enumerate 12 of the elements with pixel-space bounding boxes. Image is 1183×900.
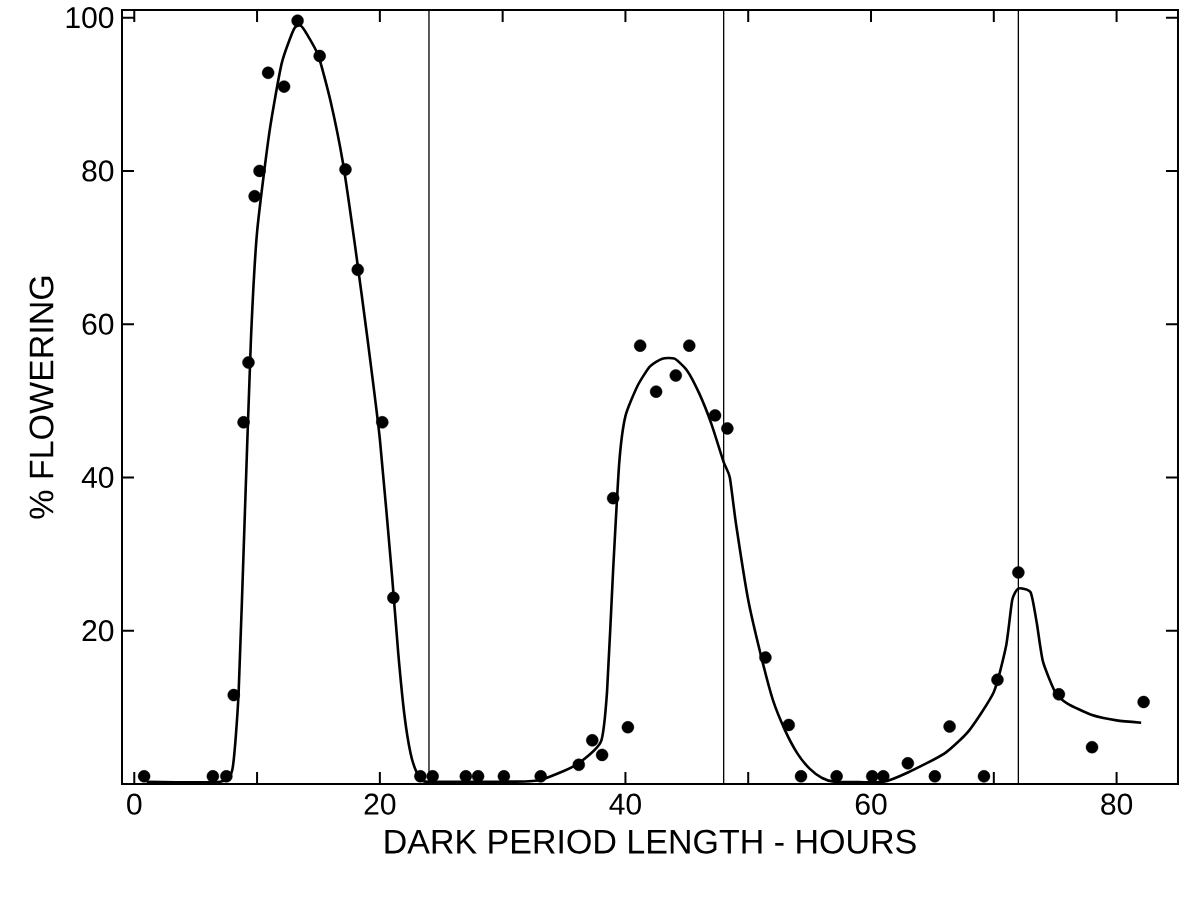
y-tick-label: 60 (82, 313, 114, 335)
y-tick-label: 40 (81, 466, 114, 489)
y-tick-label: 80 (82, 160, 114, 182)
y-tick-label: 20 (82, 620, 114, 642)
x-tick-label: 80 (1101, 793, 1133, 815)
x-tick-label: 20 (364, 793, 396, 815)
y-axis-title: % FLOWERING (29, 276, 54, 519)
x-tick-label: 0 (127, 793, 142, 815)
x-axis-title: DARK PERIOD LENGTH - HOURS (385, 829, 916, 854)
x-tick-label: 60 (855, 793, 887, 815)
y-tick-label: 100 (66, 7, 114, 29)
x-tick-label: 40 (609, 793, 641, 815)
